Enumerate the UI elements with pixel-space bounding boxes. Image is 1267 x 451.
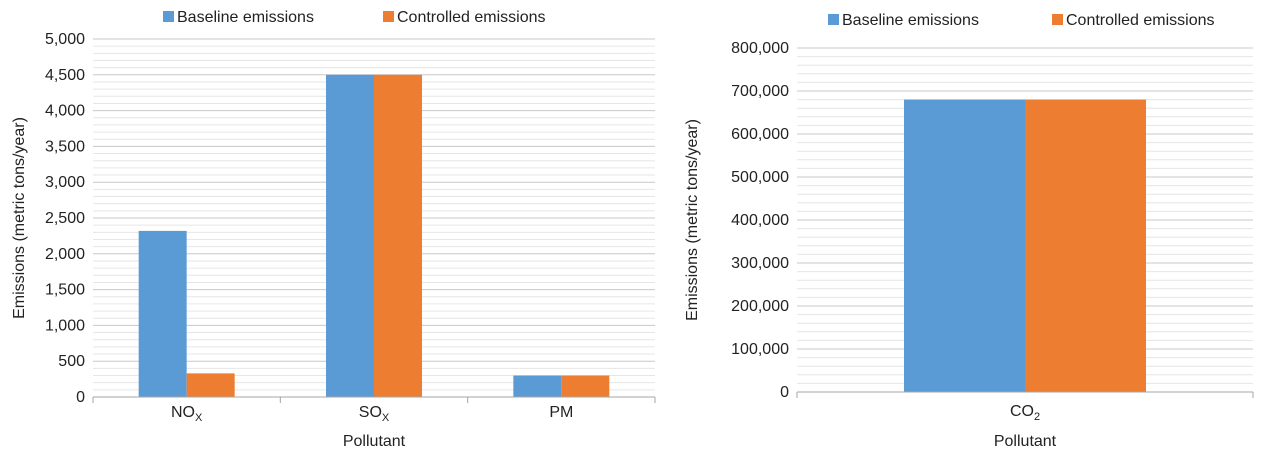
- y-tick-label: 200,000: [731, 298, 789, 315]
- y-tick-label: 2,000: [45, 246, 85, 263]
- y-tick-label: 400,000: [731, 212, 789, 229]
- y-axis-title: Emissions (metric tons/year): [684, 119, 701, 321]
- bar-controlled-emissions-nox: [186, 373, 235, 397]
- y-tick-label: 4,500: [45, 67, 85, 84]
- legend-swatch: [383, 11, 394, 22]
- legend-swatch: [163, 11, 174, 22]
- y-tick-label: 0: [76, 389, 85, 406]
- legend-label: Baseline emissions: [842, 12, 979, 29]
- x-axis-title: Pollutant: [343, 433, 406, 450]
- x-tick-label: PM: [549, 404, 573, 421]
- bar-baseline-emissions-pm: [513, 375, 562, 397]
- y-tick-label: 700,000: [731, 83, 789, 100]
- y-tick-label: 500,000: [731, 169, 789, 186]
- y-tick-label: 5,000: [45, 31, 85, 48]
- x-tick-label: SOX: [359, 404, 390, 424]
- legend-entry: Controlled emissions: [1052, 12, 1215, 29]
- y-tick-label: 800,000: [731, 40, 789, 57]
- legend-entry: Baseline emissions: [828, 12, 979, 29]
- y-tick-label: 1,000: [45, 317, 85, 334]
- legend-label: Controlled emissions: [1066, 12, 1215, 29]
- y-tick-label: 300,000: [731, 255, 789, 272]
- y-tick-label: 2,500: [45, 210, 85, 227]
- y-tick-label: 0: [780, 384, 789, 401]
- legend-label: Controlled emissions: [397, 9, 546, 26]
- x-tick-label: NOX: [171, 404, 203, 424]
- y-tick-label: 500: [58, 353, 85, 370]
- y-tick-label: 4,000: [45, 103, 85, 120]
- chart-2: CO2 0 100,000 200,000 300,000 400,000 500,000 6…: [684, 12, 1254, 450]
- legend-swatch: [1052, 14, 1063, 25]
- bar-baseline-emissions-co2: [904, 99, 1025, 392]
- legend-swatch: [828, 14, 839, 25]
- y-tick-label: 3,000: [45, 174, 85, 191]
- bar-baseline-emissions-sox: [326, 74, 374, 398]
- y-tick-label: 3,500: [45, 138, 85, 155]
- legend-label: Baseline emissions: [177, 9, 314, 26]
- y-axis-title: Emissions (metric tons/year): [11, 117, 28, 319]
- bar-controlled-emissions-pm: [561, 375, 610, 397]
- y-tick-label: 1,500: [45, 282, 85, 299]
- bar-controlled-emissions-sox: [374, 74, 422, 398]
- x-axis-title: Pollutant: [994, 433, 1057, 450]
- y-tick-label: 100,000: [731, 341, 789, 358]
- legend-entry: Controlled emissions: [383, 9, 546, 26]
- legend-entry: Baseline emissions: [163, 9, 314, 26]
- x-tick-label: CO2: [1010, 403, 1040, 423]
- y-tick-label: 600,000: [731, 126, 789, 143]
- bar-baseline-emissions-nox: [138, 230, 187, 397]
- bar-controlled-emissions-co2: [1025, 99, 1146, 392]
- chart-1: NOX SOX PM 0 500 1,000 1,500 2,000 2,500 3,000 3,5…: [11, 9, 656, 450]
